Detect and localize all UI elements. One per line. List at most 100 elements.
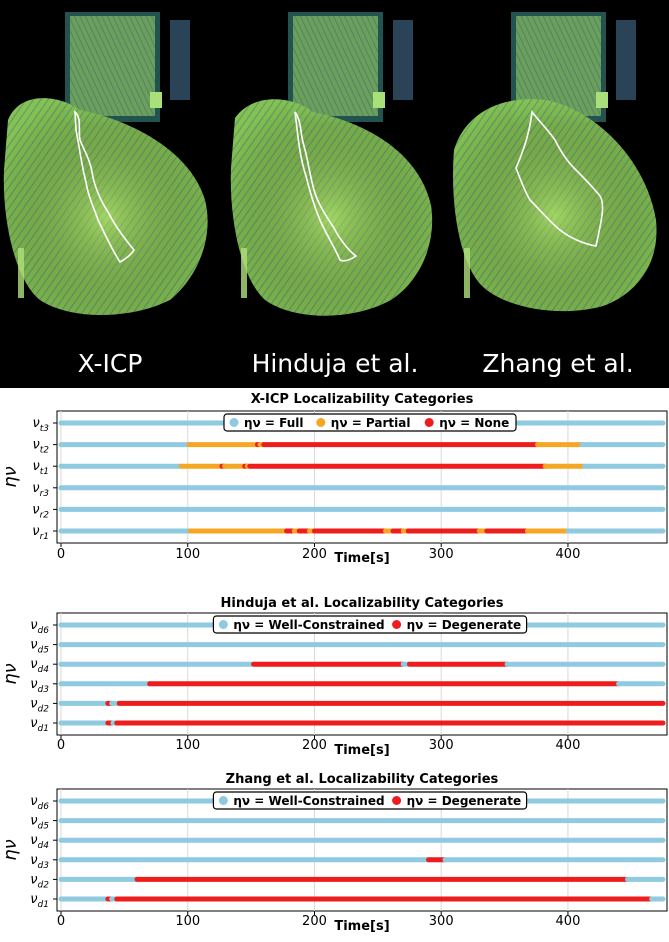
legend-label: ην = Well-Constrained	[233, 618, 384, 632]
chart-hinduja: Hinduja et al. Localizability Categories…	[0, 596, 668, 758]
row-d1: νd1	[30, 716, 666, 734]
x-axis-label: Time[s]	[334, 919, 389, 934]
row-t2: νt2	[32, 438, 666, 456]
map-wall	[616, 20, 636, 100]
legend-box	[212, 615, 528, 634]
map-structure-texture	[70, 16, 155, 116]
row-r2: νr2	[32, 502, 666, 520]
y-tick-label: νr1	[32, 524, 49, 542]
chart-title: X-ICP Localizability Categories	[251, 392, 474, 407]
x-tick-label: 0	[57, 738, 65, 753]
x-tick-label: 100	[175, 738, 200, 753]
legend-label: ην = Degenerate	[407, 794, 522, 808]
y-tick-label: νd6	[30, 794, 49, 812]
y-axis-label: ην	[0, 663, 21, 684]
x-tick-label: 300	[429, 547, 454, 562]
legend-marker-none	[424, 418, 434, 427]
legend-label: ην = Degenerate	[407, 618, 522, 632]
y-tick-label: νd2	[30, 872, 49, 890]
row-d5: νd5	[30, 638, 666, 656]
map-point-cloud-glow	[230, 99, 433, 316]
map-panel-x-icp: X-ICP	[3, 12, 208, 378]
x-axis-label: Time[s]	[334, 743, 389, 758]
row-d2: νd2	[30, 696, 666, 714]
map-label-x-icp: X-ICP	[78, 349, 143, 378]
y-tick-label: νd6	[30, 618, 49, 636]
map-feature	[150, 92, 162, 108]
chart-zhang: Zhang et al. Localizability Categories 0 1…	[0, 772, 668, 934]
localizability-charts-svg: X-ICP Localizability Categories 0 100 200 30…	[0, 392, 668, 934]
x-tick-label: 200	[302, 738, 327, 753]
map-wall	[170, 20, 190, 100]
legend-marker-partial	[316, 418, 326, 427]
map-wall	[393, 20, 413, 100]
y-axis-label: ην	[0, 466, 21, 487]
x-axis-label: Time[s]	[334, 551, 389, 566]
map-panel-zhang: Zhang et al.	[453, 12, 657, 378]
x-tick-label: 0	[57, 914, 65, 929]
point-cloud-maps-panel: X-ICP Hinduja et al. Zhang et al.	[0, 0, 669, 388]
map-feature	[241, 248, 247, 298]
y-tick-label: νd5	[30, 814, 49, 832]
map-point-cloud-glow	[453, 99, 657, 312]
legend-label: ην = Well-Constrained	[233, 794, 384, 808]
y-tick-label: νt2	[32, 438, 49, 456]
legend-label: ην = Partial	[331, 416, 411, 430]
x-tick-label: 100	[175, 914, 200, 929]
x-tick-label: 0	[57, 547, 65, 562]
map-panel-hinduja: Hinduja et al.	[230, 12, 433, 378]
row-d4: νd4	[30, 833, 666, 851]
x-tick-label: 200	[302, 914, 327, 929]
map-feature	[464, 248, 470, 298]
row-d4: νd4	[30, 657, 666, 675]
trajectory-line	[294, 111, 358, 262]
y-tick-label: νd2	[30, 696, 49, 714]
x-tick-label: 100	[175, 547, 200, 562]
y-tick-label: νr2	[32, 502, 49, 520]
trajectory-line	[515, 109, 604, 247]
chart-title: Zhang et al. Localizability Categories	[226, 772, 499, 787]
map-feature	[596, 92, 608, 108]
plot-frame	[56, 612, 668, 736]
map-feature	[18, 248, 24, 298]
row-d5: νd5	[30, 814, 666, 832]
legend-marker-none	[392, 796, 402, 805]
legend-box	[212, 791, 528, 810]
x-tick-label: 300	[429, 738, 454, 753]
x-tick-label: 400	[556, 547, 581, 562]
x-tick-label: 400	[556, 738, 581, 753]
plot-frame	[56, 410, 668, 544]
map-point-cloud-glow	[3, 98, 208, 315]
x-tick-label: 400	[556, 914, 581, 929]
row-d3: νd3	[30, 677, 666, 695]
legend-marker-full	[218, 796, 228, 805]
y-tick-label: νd3	[30, 853, 49, 871]
y-tick-label: νt3	[32, 416, 49, 434]
chart-title: Hinduja et al. Localizability Categories	[221, 596, 504, 611]
x-tick-label: 200	[302, 547, 327, 562]
row-d1: νd1	[30, 892, 666, 910]
legend-marker-none	[392, 620, 402, 629]
row-r3: νr3	[32, 481, 666, 499]
row-d2: νd2	[30, 872, 666, 890]
point-cloud-maps-svg: X-ICP Hinduja et al. Zhang et al.	[0, 0, 669, 388]
y-tick-label: νd5	[30, 638, 49, 656]
map-label-zhang: Zhang et al.	[482, 349, 633, 378]
row-t1: νt1	[32, 459, 666, 477]
y-tick-label: νd4	[30, 833, 49, 851]
map-feature	[373, 92, 385, 108]
legend: ην = Well-Constrained ην = Degenerate	[212, 791, 528, 810]
legend-marker-full	[218, 620, 228, 629]
legend-box	[223, 413, 517, 432]
chart-x-icp: X-ICP Localizability Categories 0 100 200 30…	[0, 392, 668, 566]
row-r1: νr1	[32, 524, 666, 542]
y-tick-label: νd3	[30, 677, 49, 695]
row-d3: νd3	[30, 853, 666, 871]
y-tick-label: νd1	[30, 892, 49, 910]
y-tick-label: νd1	[30, 716, 49, 734]
trajectory-line	[74, 110, 135, 264]
map-structure-texture	[293, 16, 378, 116]
y-tick-label: νr3	[32, 481, 49, 499]
legend: ην = Full ην = Partial ην = None	[223, 413, 517, 432]
localizability-charts: X-ICP Localizability Categories 0 100 200 30…	[0, 388, 669, 938]
